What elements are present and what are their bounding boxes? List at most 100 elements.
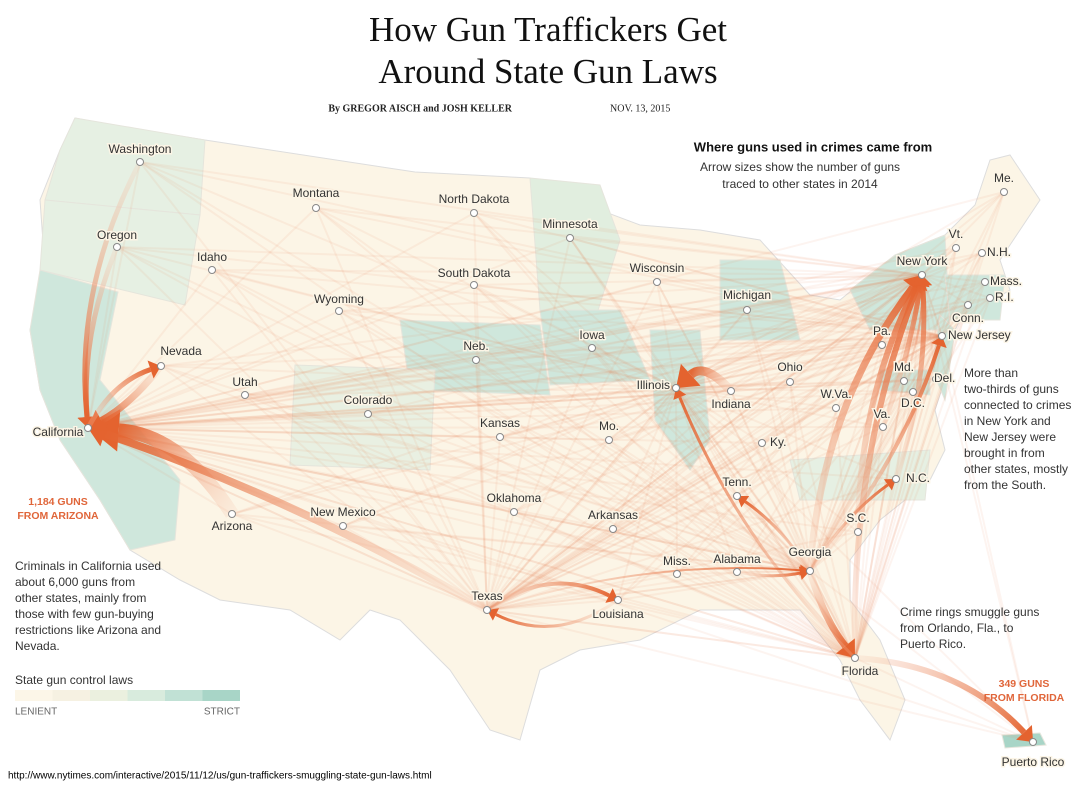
flow-line [473, 212, 856, 659]
flow-line [608, 439, 856, 659]
flow-line [675, 297, 991, 389]
state-label: Ky. [770, 435, 786, 449]
flow-line [139, 161, 923, 276]
state-label: Alabama [713, 552, 761, 566]
flow-line [473, 284, 811, 572]
state-label: Md. [894, 360, 914, 374]
flow-line [513, 335, 943, 513]
flow-line [87, 426, 884, 429]
flow-line [486, 391, 914, 611]
flow-line [486, 191, 1005, 611]
state-dot [733, 568, 741, 576]
flow-line [116, 246, 811, 572]
flow-line [486, 609, 856, 659]
state-dot [496, 433, 504, 441]
flow-line [656, 281, 677, 389]
flow-line [244, 274, 923, 396]
flow-line [499, 387, 677, 438]
state-label: N.C. [906, 471, 930, 485]
state-dot [878, 341, 886, 349]
flow-line [473, 274, 923, 286]
flow-line [513, 511, 856, 659]
state-dot [84, 424, 92, 432]
arrow-body [744, 500, 812, 572]
flow-line [87, 347, 593, 429]
flow-line [87, 191, 1005, 429]
flow-line [87, 387, 677, 429]
flow-line [486, 390, 732, 611]
annotation: two-thirds of guns [964, 382, 1059, 396]
flow-line [789, 274, 923, 383]
state-dot [851, 654, 859, 662]
flow-line [231, 274, 923, 515]
flow-line [338, 274, 923, 312]
flow-line [87, 427, 488, 611]
flow-line [486, 387, 677, 611]
annotation: Criminals in California used [15, 559, 161, 573]
flow-line [87, 281, 658, 429]
flow-line [87, 304, 969, 429]
annotation: 1,184 GUNS [28, 496, 88, 508]
state-label: Illinois [637, 378, 670, 392]
flow-line [809, 252, 983, 572]
state-dot [727, 387, 735, 395]
flow-line [475, 335, 943, 361]
annotation: other states, mainly from [15, 591, 146, 605]
flow-line [675, 387, 678, 575]
arrow-body [82, 160, 143, 418]
flow-line [608, 387, 677, 441]
flow-line [473, 212, 488, 611]
state-dot [312, 204, 320, 212]
flow-line [854, 252, 983, 659]
flow-line [854, 478, 897, 659]
flow-line [854, 297, 991, 659]
flow-line [338, 310, 488, 611]
flow-line [675, 252, 983, 389]
flow-line [809, 281, 986, 572]
arrow-body [880, 285, 923, 428]
state-dot [981, 278, 989, 286]
flow-line [244, 394, 488, 611]
flow-line [338, 310, 856, 659]
annotation: from Orlando, Fla., to [900, 621, 1014, 635]
flow-line [338, 310, 811, 572]
flow-line [854, 335, 943, 659]
flow-line [789, 381, 811, 572]
flow-line [87, 297, 991, 429]
state-label: North Dakota [439, 192, 510, 206]
arrow-body [855, 285, 919, 533]
flow-line [367, 413, 488, 611]
state-dot [892, 475, 900, 483]
flow-line [315, 207, 811, 572]
state-dot [605, 436, 613, 444]
annotation: FROM FLORIDA [984, 692, 1065, 704]
state-dot [136, 158, 144, 166]
flow-line [87, 335, 943, 429]
state-fill [29, 269, 181, 551]
state-label: Montana [293, 186, 340, 200]
state-label: Florida [842, 664, 879, 678]
flow-line [87, 310, 340, 429]
flow-line [87, 207, 317, 429]
flow-line [921, 274, 986, 283]
flow-line [87, 284, 475, 429]
flow-line [675, 387, 732, 392]
flow-line [675, 274, 923, 389]
flow-line [676, 274, 923, 575]
arrow-body [893, 285, 927, 480]
state-fill [44, 117, 206, 216]
flow-line [486, 387, 677, 611]
legend-swatch [15, 690, 53, 701]
state-label: Texas [471, 589, 502, 603]
state-label: D.C. [901, 396, 925, 410]
flow-line [486, 511, 515, 611]
flow-line [941, 304, 969, 337]
flow-line [87, 427, 738, 573]
state-dot [470, 281, 478, 289]
us-outline [29, 117, 1041, 742]
flow-line [486, 599, 619, 611]
arrow-body [736, 570, 801, 578]
flow-line [746, 274, 923, 311]
state-dot [978, 249, 986, 257]
